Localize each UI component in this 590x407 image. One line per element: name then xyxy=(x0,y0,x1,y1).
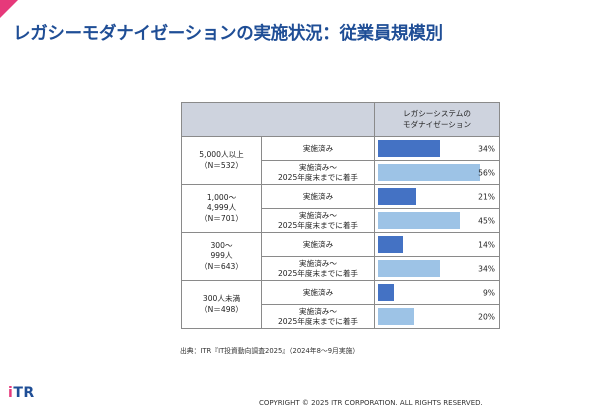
bar-cell: 20% xyxy=(374,304,500,329)
status-label: 実施済み～ 2025年度末までに着手 xyxy=(261,304,375,329)
bar-done xyxy=(378,140,440,157)
bar-cell: 34% xyxy=(374,256,500,281)
chart-body: 5,000人以上 （N＝532） 実施済み 34% 実施済み～ 2025年度末までに着… xyxy=(181,136,500,329)
bar-done xyxy=(378,236,404,253)
table-row: 実施済み～ 2025年度末までに着手 56% xyxy=(182,160,500,185)
bar-done xyxy=(378,284,395,301)
status-label: 実施済み xyxy=(261,136,375,161)
status-label-text: 実施済み xyxy=(302,143,334,153)
header-blank-cell xyxy=(181,102,375,137)
bar-planned xyxy=(378,164,480,181)
group-label-text: 300人未満 （N＝498） xyxy=(200,293,243,314)
status-label: 実施済み xyxy=(261,280,375,305)
group-label: 300～ 999人 （N＝643） xyxy=(181,232,262,281)
table-row: 1,000～ 4,999人 （N＝701） 実施済み 21% xyxy=(181,184,500,233)
chart-table: レガシーシステムの モダナイゼーション 5,000人以上 （N＝532） 実施済み… xyxy=(181,102,500,329)
bar-cell: 14% xyxy=(374,232,500,257)
data-label: 21% xyxy=(478,192,495,201)
group-label-text: 1,000～ 4,999人 （N＝701） xyxy=(200,192,243,223)
status-label-text: 実施済み～ 2025年度末までに着手 xyxy=(277,306,359,326)
status-label-text: 実施済み xyxy=(302,287,334,297)
status-label: 実施済み xyxy=(261,184,375,209)
data-label: 14% xyxy=(478,240,495,249)
status-label-text: 実施済み xyxy=(302,239,334,249)
bar-cell: 21% xyxy=(374,184,500,209)
status-label-text: 実施済み～ 2025年度末までに着手 xyxy=(277,210,359,230)
bar-cell: 34% xyxy=(374,136,500,161)
logo-text: iTR xyxy=(8,385,35,401)
table-row: 300人未満 （N＝498） 実施済み 9% xyxy=(181,280,500,329)
page-title: レガシーモダナイゼーションの実施状況：従業員規模別 xyxy=(13,24,443,44)
status-label: 実施済み～ 2025年度末までに着手 xyxy=(261,160,375,185)
data-label: 34% xyxy=(478,144,495,153)
status-label-text: 実施済み～ 2025年度末までに着手 xyxy=(277,258,359,278)
bar-done xyxy=(378,188,417,205)
bar-cell: 45% xyxy=(374,208,500,233)
bar-cell: 56% xyxy=(374,160,500,185)
table-row: 実施済み～ 2025年度末までに着手 34% xyxy=(182,256,500,281)
status-label: 実施済み～ 2025年度末までに着手 xyxy=(261,256,375,281)
corner-accent xyxy=(0,0,18,18)
group-label-text: 300～ 999人 （N＝643） xyxy=(200,240,243,271)
table-row: 実施済み～ 2025年度末までに着手 20% xyxy=(182,304,500,329)
group-label-text: 5,000人以上 （N＝532） xyxy=(199,149,244,170)
column-header: レガシーシステムの モダナイゼーション xyxy=(374,102,500,137)
data-label: 20% xyxy=(478,312,495,321)
bar-planned xyxy=(378,308,415,325)
status-label-text: 実施済み～ 2025年度末までに着手 xyxy=(277,162,359,182)
table-row: 実施済み～ 2025年度末までに着手 45% xyxy=(182,208,500,233)
table-row: 300～ 999人 （N＝643） 実施済み 14% xyxy=(181,232,500,281)
bar-cell: 9% xyxy=(374,280,500,305)
logo-tr-mark: TR xyxy=(13,385,35,401)
data-label: 9% xyxy=(482,288,495,297)
table-row: 5,000人以上 （N＝532） 実施済み 34% xyxy=(181,136,500,185)
source-note: 出典：ITR『IT投資動向調査2025』（2024年8〜9月実施） xyxy=(180,347,360,355)
status-label-text: 実施済み xyxy=(302,191,334,201)
group-label: 1,000～ 4,999人 （N＝701） xyxy=(181,184,262,233)
bar-planned xyxy=(378,260,440,277)
status-label: 実施済み xyxy=(261,232,375,257)
group-label: 300人未満 （N＝498） xyxy=(181,280,262,329)
column-header-text: レガシーシステムの モダナイゼーション xyxy=(402,109,472,129)
bar-planned xyxy=(378,212,460,229)
group-label: 5,000人以上 （N＝532） xyxy=(181,136,262,185)
logo-i-mark: i xyxy=(8,385,14,401)
data-label: 45% xyxy=(478,216,495,225)
status-label: 実施済み～ 2025年度末までに着手 xyxy=(261,208,375,233)
data-label: 34% xyxy=(478,264,495,273)
copyright-notice: COPYRIGHT © 2025 ITR CORPORATION. ALL RI… xyxy=(259,399,483,407)
itr-logo: iTR xyxy=(8,385,35,401)
data-label: 56% xyxy=(478,168,495,177)
